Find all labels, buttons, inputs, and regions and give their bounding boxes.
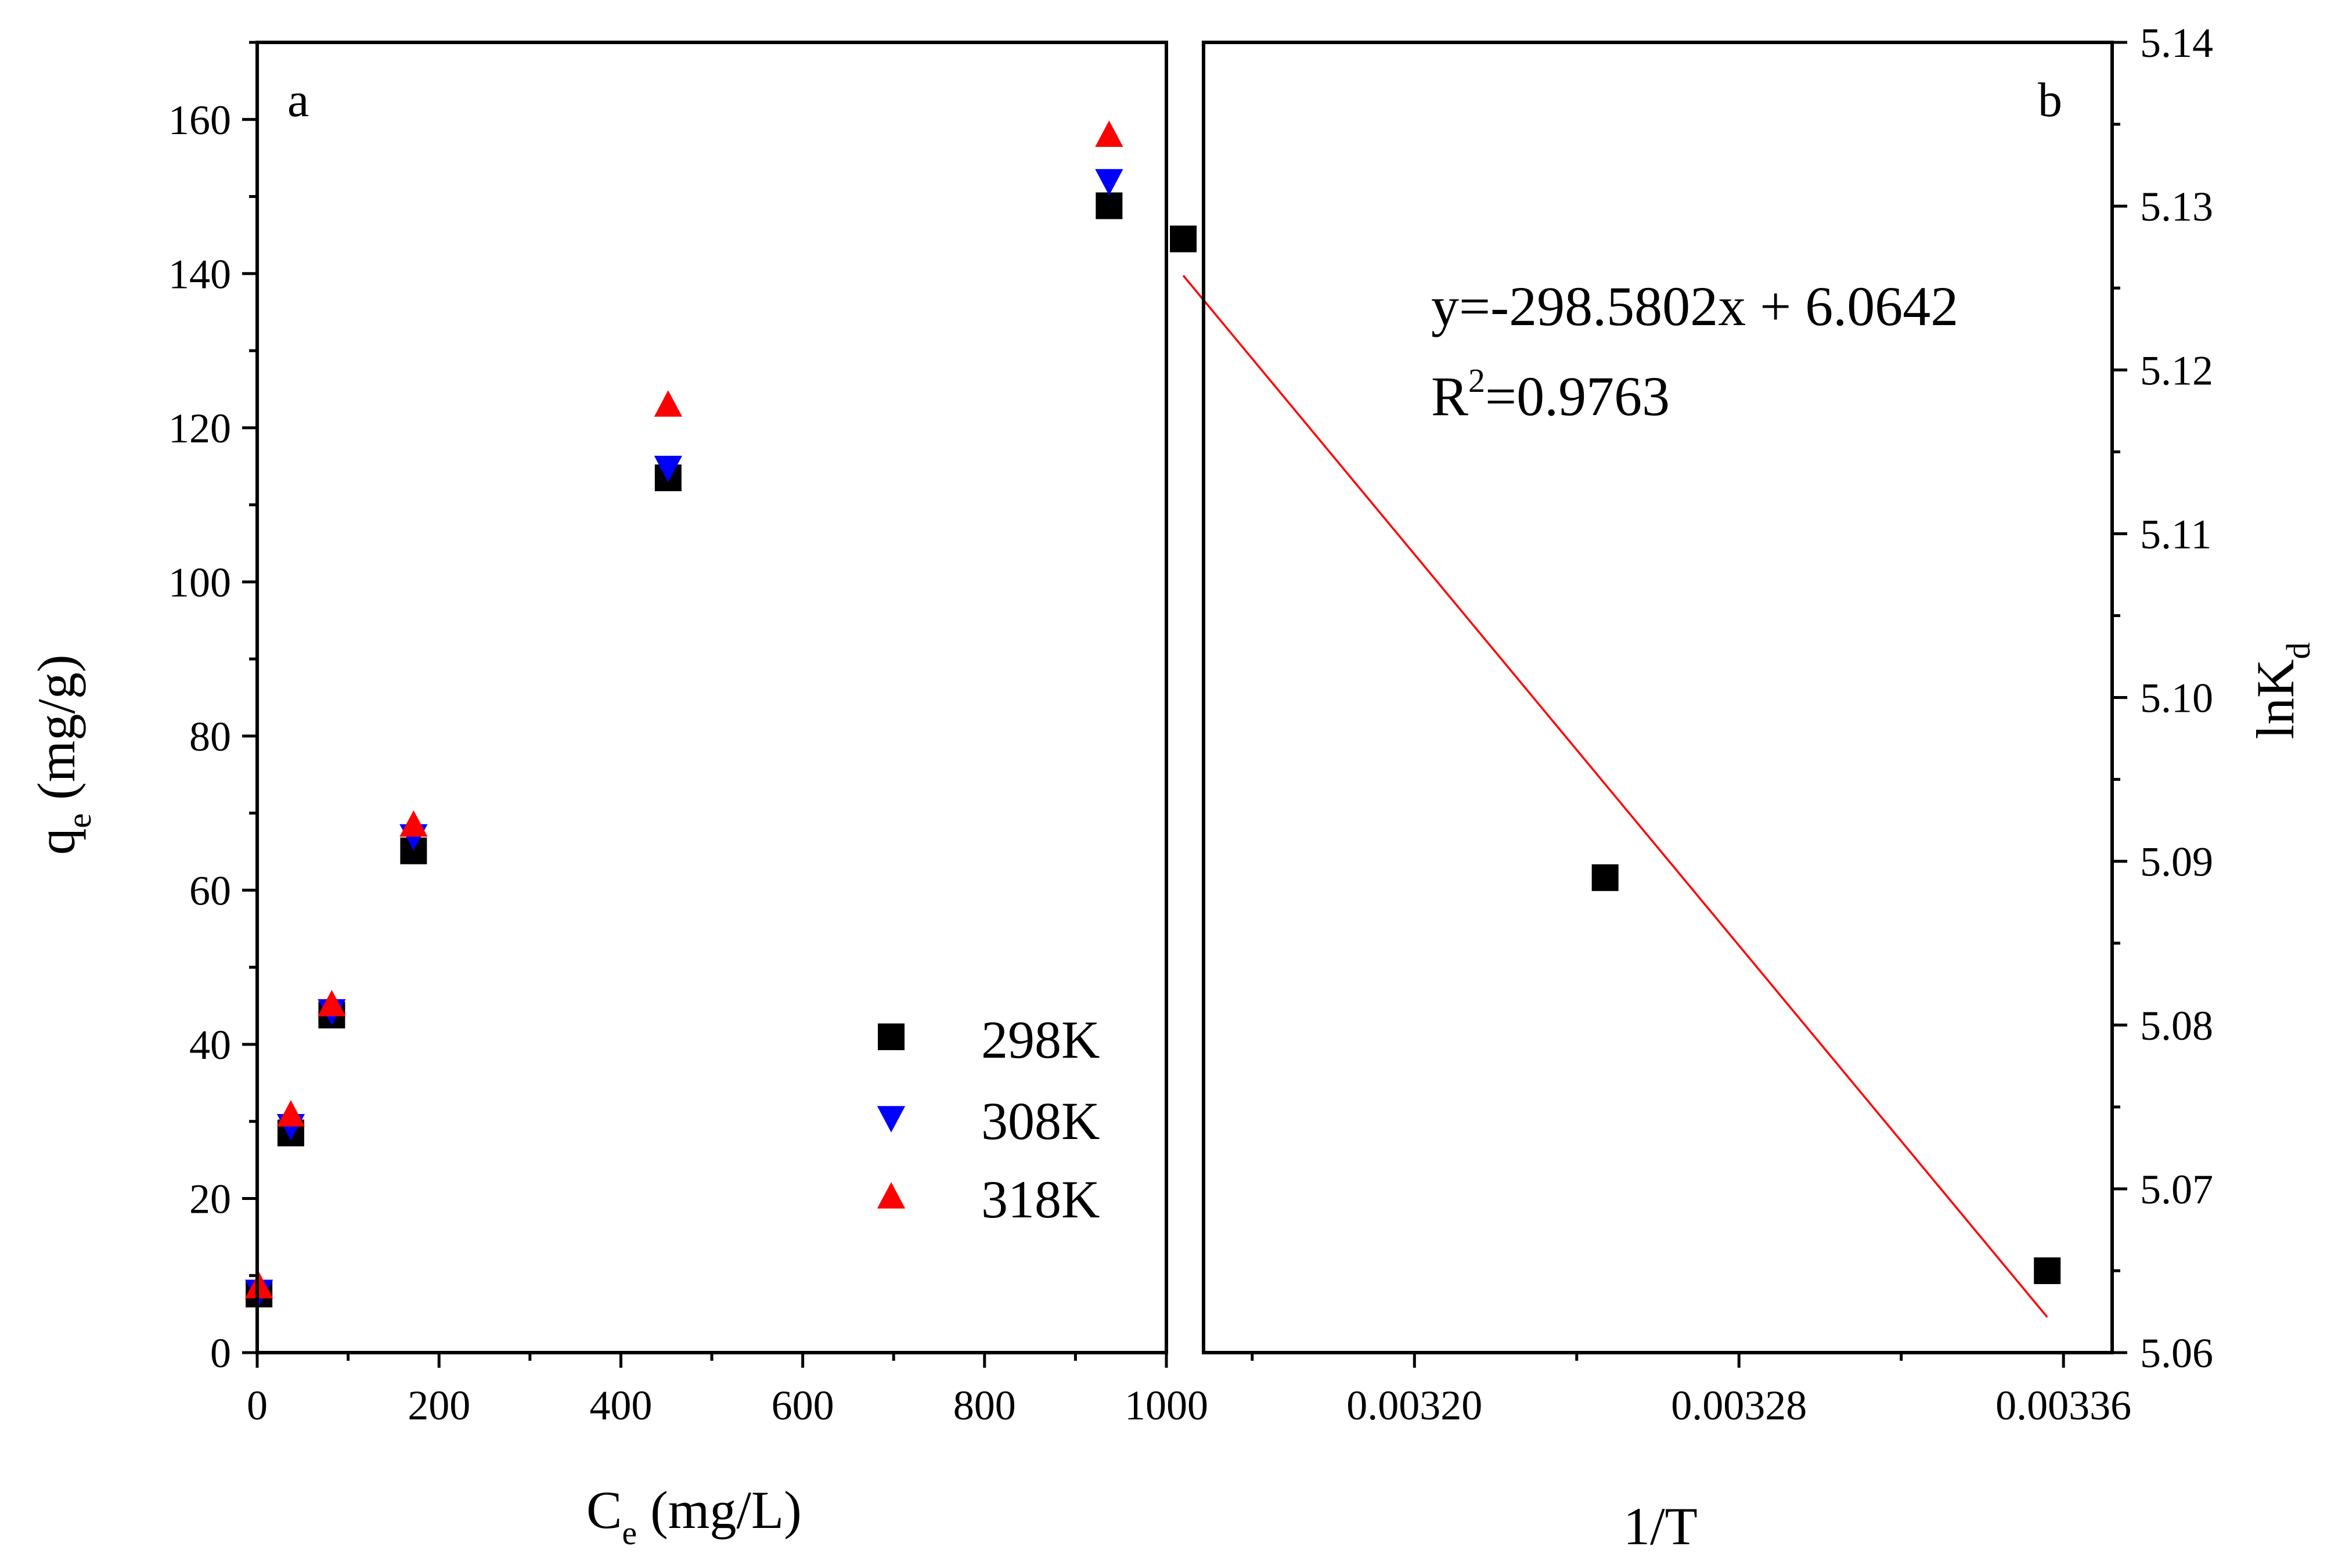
- y-tick-label-a: 80: [189, 713, 231, 760]
- y-tick-label-b: 5.09: [2140, 839, 2213, 885]
- point-318K: [1095, 120, 1123, 147]
- x-tick-label-a: 0: [247, 1382, 268, 1429]
- y-tick-label-b: 5.08: [2140, 1003, 2213, 1049]
- point-318K: [399, 810, 428, 837]
- point-lnKd: [2034, 1257, 2061, 1284]
- panel-a-plot-frame: [255, 41, 1168, 1354]
- y-tick-label-b: 5.06: [2140, 1330, 2213, 1376]
- panel-a-x-axis-title: Ce (mg/L): [586, 1480, 802, 1552]
- panel-b-plot-frame: [1202, 41, 2114, 1354]
- y-tick-label-a: 0: [210, 1330, 231, 1376]
- x-tick-label-a: 400: [589, 1382, 652, 1429]
- x-tick-label-a: 800: [953, 1382, 1016, 1429]
- y-tick-label-a: 100: [168, 559, 231, 605]
- y-tick-label-a: 60: [189, 867, 231, 914]
- point-318K: [318, 990, 346, 1017]
- panel-b-data-points: [1170, 225, 2061, 1284]
- y-tick-label-b: 5.14: [2140, 20, 2213, 66]
- fit-line: [1182, 275, 2048, 1318]
- regression-equation: y=-298.5802x + 6.0642: [1431, 275, 1958, 337]
- panel-a-tick-labels: 0 200 400 600 800 1000 0 20 40 60 80 100 120 140 160: [168, 97, 1208, 1429]
- y-tick-label-b: 5.07: [2140, 1166, 2213, 1213]
- y-tick-label-a: 160: [168, 97, 231, 143]
- y-tick-label-b: 5.10: [2140, 675, 2213, 722]
- point-318K: [276, 1100, 305, 1127]
- legend-marker-298K: [878, 1023, 905, 1050]
- y-tick-label-b: 5.11: [2140, 511, 2211, 557]
- legend-marker-318K: [877, 1182, 906, 1209]
- y-tick-label-b: 5.12: [2140, 347, 2213, 394]
- panel-a: 0 200 400 600 800 1000 0 20 40 60 80 100 120 140 160 a…: [27, 41, 1208, 1552]
- x-tick-label-a: 1000: [1125, 1382, 1208, 1429]
- legend-label-298K: 298K: [981, 1010, 1100, 1069]
- panel-a-data-points: [244, 120, 1123, 1308]
- x-tick-label-a: 200: [408, 1382, 470, 1429]
- point-308K: [654, 456, 682, 482]
- x-tick-label-b: 0.00328: [1671, 1382, 1807, 1429]
- y-tick-label-a: 140: [168, 251, 231, 297]
- legend-label-308K: 308K: [981, 1091, 1100, 1151]
- r-squared: R2=0.9763: [1431, 362, 1670, 427]
- point-lnKd: [1591, 864, 1619, 891]
- panel-a-legend: 298K 308K 318K: [877, 1010, 1100, 1229]
- panel-b-ticks: [1251, 41, 2127, 1368]
- panel-b-label: b: [2038, 73, 2062, 127]
- point-318K: [654, 390, 682, 417]
- legend-marker-308K: [877, 1106, 906, 1133]
- y-tick-label-a: 40: [189, 1022, 231, 1068]
- point-lnKd: [1170, 225, 1197, 253]
- y-tick-label-b: 5.13: [2140, 183, 2213, 230]
- point-298K: [1096, 192, 1123, 219]
- x-tick-label-b: 0.00320: [1346, 1382, 1482, 1429]
- panel-a-ticks: [242, 41, 1168, 1368]
- y-tick-label-a: 20: [189, 1176, 231, 1222]
- x-tick-label-b: 0.00336: [1995, 1382, 2131, 1429]
- x-tick-label-a: 600: [772, 1382, 834, 1429]
- panel-a-y-axis-title: qe (mg/g): [27, 654, 98, 855]
- panel-b-y-axis-title: lnKd: [2246, 643, 2317, 740]
- panel-a-label: a: [287, 73, 309, 127]
- point-318K: [244, 1272, 273, 1299]
- legend-label-318K: 318K: [981, 1170, 1100, 1229]
- point-308K: [1095, 169, 1123, 196]
- y-tick-label-a: 120: [168, 405, 231, 452]
- panel-b-fit-line-group: [1182, 275, 2048, 1318]
- panel-b-x-axis-title: 1/T: [1623, 1497, 1698, 1556]
